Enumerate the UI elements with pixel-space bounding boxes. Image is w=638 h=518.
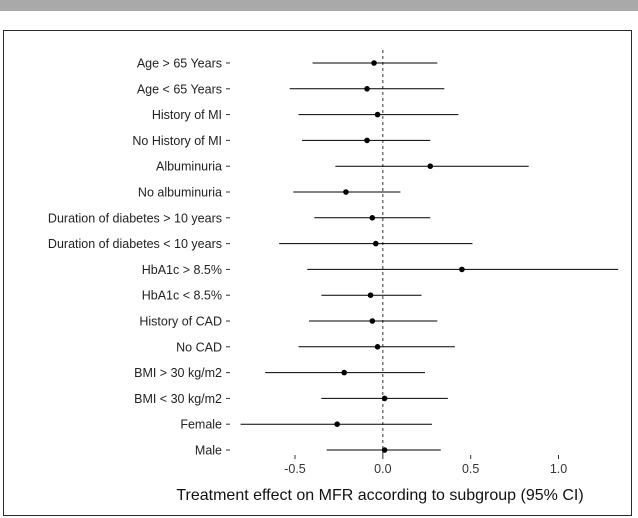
forest-row: No albuminuria: [138, 186, 401, 200]
row-label: Duration of diabetes > 10 years: [48, 211, 222, 225]
forest-row: Female: [180, 418, 433, 432]
row-label: No CAD: [176, 340, 222, 354]
forest-row: History of MI: [152, 108, 459, 122]
point-estimate: [381, 447, 388, 453]
forest-row: HbA1c > 8.5%: [142, 263, 619, 277]
x-tick-label: 1.0: [550, 462, 567, 476]
row-label: Male: [195, 444, 222, 458]
point-estimate: [364, 137, 370, 144]
row-label: History of MI: [152, 108, 222, 122]
point-estimate: [334, 421, 340, 428]
point-estimate: [369, 318, 376, 324]
row-label: BMI < 30 kg/m2: [134, 392, 222, 406]
forest-row: Age > 65 Years: [137, 57, 438, 71]
forest-row: HbA1c < 8.5%: [142, 289, 422, 303]
forest-row: Albuminuria: [156, 160, 529, 174]
point-estimate: [367, 292, 374, 299]
point-estimate: [374, 111, 381, 118]
top-divider-bar: [0, 0, 638, 11]
point-estimate: [427, 163, 434, 169]
x-axis-title: Treatment effect on MFR according to sub…: [176, 487, 583, 504]
forest-row: BMI < 30 kg/m2: [134, 392, 448, 406]
forest-row: No History of MI: [132, 134, 431, 148]
x-axis: -0.5 0.0 0.5 1.0: [284, 455, 567, 476]
row-label: History of CAD: [139, 315, 222, 329]
point-estimate: [369, 215, 376, 221]
row-label: Age > 65 Years: [137, 57, 222, 71]
row-label: HbA1c < 8.5%: [142, 289, 222, 303]
point-estimate: [371, 60, 377, 66]
x-tick-label: 0.5: [462, 462, 479, 476]
forest-row: BMI > 30 kg/m2: [134, 366, 425, 380]
point-estimate: [374, 344, 381, 350]
row-label: Female: [180, 418, 222, 432]
point-estimate: [343, 189, 349, 195]
rows-layer: Age > 65 Years Age < 65 Years History of M…: [48, 50, 619, 458]
row-label: No albuminuria: [138, 186, 222, 200]
forest-row: Duration of diabetes < 10 years: [48, 237, 473, 251]
x-tick-label: 0.0: [374, 462, 391, 476]
point-estimate: [364, 86, 370, 92]
point-estimate: [459, 266, 465, 273]
row-label: Age < 65 Years: [137, 82, 222, 96]
x-tick-label: -0.5: [284, 462, 306, 476]
forest-row: No CAD: [176, 340, 455, 354]
chart-frame: [3, 30, 632, 516]
point-estimate: [341, 369, 347, 376]
forest-row: Age < 65 Years: [137, 82, 445, 96]
forest-row: Male: [195, 444, 441, 458]
forest-row: History of CAD: [139, 315, 438, 329]
row-label: No History of MI: [132, 134, 222, 148]
row-label: Duration of diabetes < 10 years: [48, 237, 222, 251]
row-label: HbA1c > 8.5%: [142, 263, 222, 277]
row-label: Albuminuria: [156, 160, 222, 174]
point-estimate: [373, 240, 379, 247]
point-estimate: [381, 395, 388, 402]
forest-row: Duration of diabetes > 10 years: [48, 211, 431, 225]
row-label: BMI > 30 kg/m2: [134, 366, 222, 380]
